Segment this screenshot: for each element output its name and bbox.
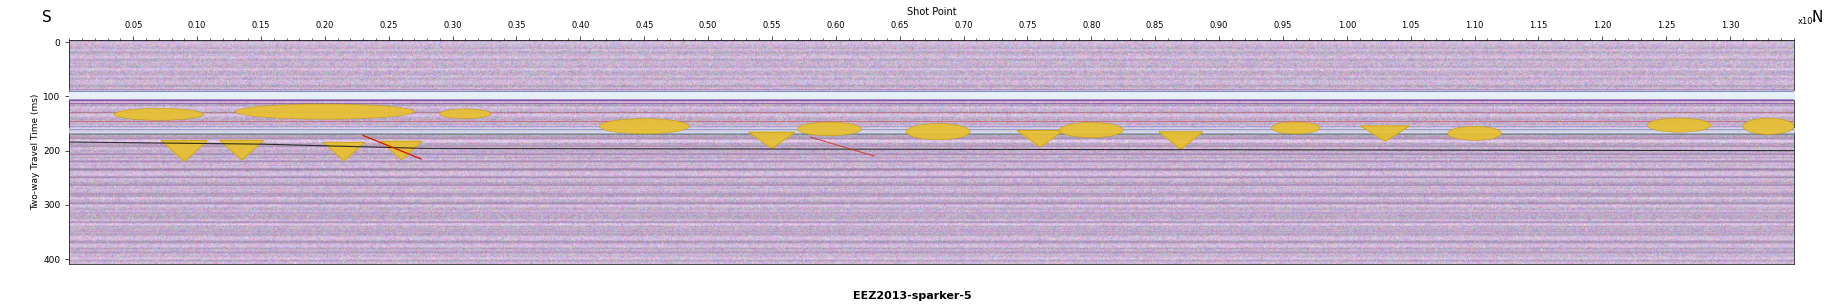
Ellipse shape — [113, 108, 203, 120]
Polygon shape — [1017, 131, 1064, 147]
Ellipse shape — [440, 109, 491, 119]
Polygon shape — [323, 142, 365, 161]
Y-axis label: Two-way Travel Time (ms): Two-way Travel Time (ms) — [31, 94, 40, 210]
Ellipse shape — [1272, 122, 1319, 134]
Text: S: S — [42, 9, 53, 25]
Ellipse shape — [905, 123, 971, 140]
Polygon shape — [161, 141, 208, 161]
Ellipse shape — [235, 104, 414, 119]
Ellipse shape — [1646, 118, 1710, 132]
Ellipse shape — [1743, 118, 1794, 134]
Ellipse shape — [599, 119, 688, 134]
Polygon shape — [748, 132, 796, 148]
Polygon shape — [381, 141, 422, 160]
Polygon shape — [1159, 132, 1203, 149]
Polygon shape — [221, 140, 263, 160]
Ellipse shape — [1058, 123, 1122, 138]
Text: Shot Point: Shot Point — [907, 7, 956, 17]
Ellipse shape — [798, 122, 861, 136]
Ellipse shape — [1447, 126, 1502, 140]
Text: x10⁴: x10⁴ — [1798, 17, 1816, 26]
Text: N: N — [1810, 9, 1823, 25]
Polygon shape — [1361, 126, 1409, 141]
Text: EEZ2013-sparker-5: EEZ2013-sparker-5 — [852, 291, 971, 301]
